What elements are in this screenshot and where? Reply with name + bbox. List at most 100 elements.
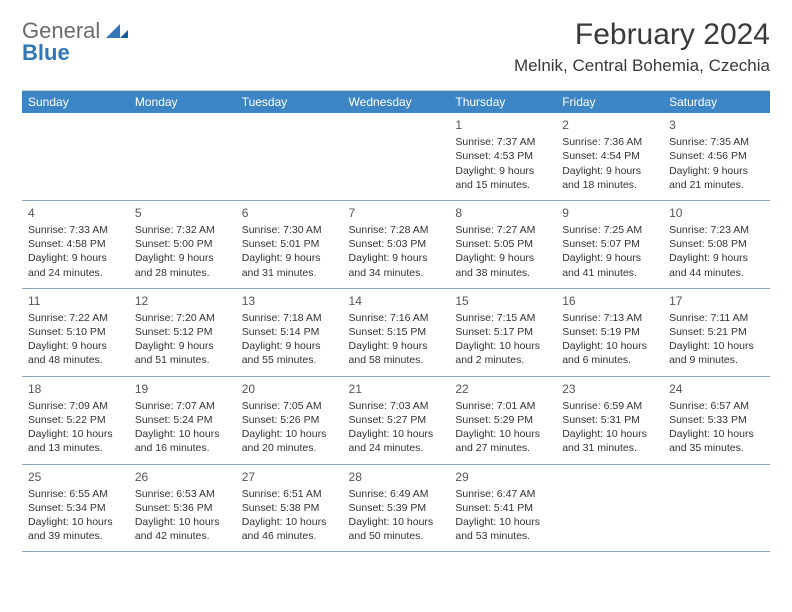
- weekday-header: Sunday: [22, 91, 129, 113]
- daylight-line: Daylight: 10 hours and 16 minutes.: [135, 427, 230, 455]
- calendar-week-row: 18Sunrise: 7:09 AMSunset: 5:22 PMDayligh…: [22, 376, 770, 464]
- calendar-day-cell: 1Sunrise: 7:37 AMSunset: 4:53 PMDaylight…: [449, 113, 556, 200]
- sunrise-line: Sunrise: 7:18 AM: [242, 311, 337, 325]
- day-number: 22: [455, 381, 550, 397]
- daylight-line: Daylight: 10 hours and 53 minutes.: [455, 515, 550, 543]
- calendar-day-cell: 29Sunrise: 6:47 AMSunset: 5:41 PMDayligh…: [449, 464, 556, 552]
- sunset-line: Sunset: 5:08 PM: [669, 237, 764, 251]
- calendar-day-cell: 18Sunrise: 7:09 AMSunset: 5:22 PMDayligh…: [22, 376, 129, 464]
- day-number: 24: [669, 381, 764, 397]
- sunset-line: Sunset: 5:14 PM: [242, 325, 337, 339]
- sunset-line: Sunset: 4:53 PM: [455, 149, 550, 163]
- sunset-line: Sunset: 5:03 PM: [349, 237, 444, 251]
- daylight-line: Daylight: 9 hours and 44 minutes.: [669, 251, 764, 279]
- calendar-day-cell: 12Sunrise: 7:20 AMSunset: 5:12 PMDayligh…: [129, 288, 236, 376]
- calendar-day-cell: 8Sunrise: 7:27 AMSunset: 5:05 PMDaylight…: [449, 200, 556, 288]
- sunset-line: Sunset: 5:12 PM: [135, 325, 230, 339]
- sunset-line: Sunset: 5:19 PM: [562, 325, 657, 339]
- calendar-header-row: Sunday Monday Tuesday Wednesday Thursday…: [22, 91, 770, 113]
- calendar-day-cell: 23Sunrise: 6:59 AMSunset: 5:31 PMDayligh…: [556, 376, 663, 464]
- sunset-line: Sunset: 5:38 PM: [242, 501, 337, 515]
- sunset-line: Sunset: 5:39 PM: [349, 501, 444, 515]
- daylight-line: Daylight: 9 hours and 55 minutes.: [242, 339, 337, 367]
- sunrise-line: Sunrise: 7:23 AM: [669, 223, 764, 237]
- calendar-day-cell: [663, 464, 770, 552]
- day-number: 14: [349, 293, 444, 309]
- sunrise-line: Sunrise: 7:13 AM: [562, 311, 657, 325]
- sunrise-line: Sunrise: 7:32 AM: [135, 223, 230, 237]
- daylight-line: Daylight: 10 hours and 9 minutes.: [669, 339, 764, 367]
- daylight-line: Daylight: 9 hours and 51 minutes.: [135, 339, 230, 367]
- sunset-line: Sunset: 5:36 PM: [135, 501, 230, 515]
- sunset-line: Sunset: 5:05 PM: [455, 237, 550, 251]
- sunrise-line: Sunrise: 7:25 AM: [562, 223, 657, 237]
- sunset-line: Sunset: 4:56 PM: [669, 149, 764, 163]
- sunset-line: Sunset: 5:21 PM: [669, 325, 764, 339]
- weekday-header: Tuesday: [236, 91, 343, 113]
- daylight-line: Daylight: 9 hours and 21 minutes.: [669, 164, 764, 192]
- weekday-header: Monday: [129, 91, 236, 113]
- sunrise-line: Sunrise: 6:51 AM: [242, 487, 337, 501]
- day-number: 21: [349, 381, 444, 397]
- calendar-day-cell: [343, 113, 450, 200]
- sunrise-line: Sunrise: 7:37 AM: [455, 135, 550, 149]
- day-number: 13: [242, 293, 337, 309]
- day-number: 26: [135, 469, 230, 485]
- day-number: 4: [28, 205, 123, 221]
- sunrise-line: Sunrise: 7:09 AM: [28, 399, 123, 413]
- daylight-line: Daylight: 9 hours and 48 minutes.: [28, 339, 123, 367]
- daylight-line: Daylight: 9 hours and 28 minutes.: [135, 251, 230, 279]
- day-number: 11: [28, 293, 123, 309]
- calendar-day-cell: [236, 113, 343, 200]
- day-number: 9: [562, 205, 657, 221]
- day-number: 15: [455, 293, 550, 309]
- header: General Blue February 2024 Melnik, Centr…: [22, 18, 770, 76]
- sunset-line: Sunset: 5:31 PM: [562, 413, 657, 427]
- calendar-day-cell: [556, 464, 663, 552]
- day-number: 17: [669, 293, 764, 309]
- weekday-header: Saturday: [663, 91, 770, 113]
- calendar-day-cell: 19Sunrise: 7:07 AMSunset: 5:24 PMDayligh…: [129, 376, 236, 464]
- sunrise-line: Sunrise: 7:11 AM: [669, 311, 764, 325]
- daylight-line: Daylight: 9 hours and 15 minutes.: [455, 164, 550, 192]
- sunrise-line: Sunrise: 6:47 AM: [455, 487, 550, 501]
- day-number: 2: [562, 117, 657, 133]
- calendar-day-cell: 13 Sunrise: 7:18 AMSunset: 5:14 PMDayligh…: [236, 288, 343, 376]
- sunset-line: Sunset: 5:15 PM: [349, 325, 444, 339]
- sunrise-line: Sunrise: 7:07 AM: [135, 399, 230, 413]
- title-block: February 2024 Melnik, Central Bohemia, C…: [514, 18, 770, 76]
- weekday-header: Thursday: [449, 91, 556, 113]
- sunset-line: Sunset: 5:33 PM: [669, 413, 764, 427]
- sunrise-line: Sunrise: 7:28 AM: [349, 223, 444, 237]
- day-number: 23: [562, 381, 657, 397]
- calendar-day-cell: 26Sunrise: 6:53 AMSunset: 5:36 PMDayligh…: [129, 464, 236, 552]
- calendar-day-cell: [129, 113, 236, 200]
- calendar-day-cell: [22, 113, 129, 200]
- calendar-day-cell: 5Sunrise: 7:32 AMSunset: 5:00 PMDaylight…: [129, 200, 236, 288]
- weekday-header: Wednesday: [343, 91, 450, 113]
- daylight-line: Daylight: 9 hours and 18 minutes.: [562, 164, 657, 192]
- daylight-line: Daylight: 9 hours and 31 minutes.: [242, 251, 337, 279]
- day-number: 18: [28, 381, 123, 397]
- calendar-day-cell: 10Sunrise: 7:23 AMSunset: 5:08 PMDayligh…: [663, 200, 770, 288]
- sunset-line: Sunset: 5:01 PM: [242, 237, 337, 251]
- day-number: 19: [135, 381, 230, 397]
- location: Melnik, Central Bohemia, Czechia: [514, 56, 770, 76]
- day-number: 25: [28, 469, 123, 485]
- daylight-line: Daylight: 10 hours and 39 minutes.: [28, 515, 123, 543]
- day-number: 12: [135, 293, 230, 309]
- calendar-day-cell: 9Sunrise: 7:25 AMSunset: 5:07 PMDaylight…: [556, 200, 663, 288]
- month-title: February 2024: [514, 18, 770, 52]
- sunset-line: Sunset: 5:10 PM: [28, 325, 123, 339]
- calendar-week-row: 11Sunrise: 7:22 AMSunset: 5:10 PMDayligh…: [22, 288, 770, 376]
- day-number: 3: [669, 117, 764, 133]
- sunset-line: Sunset: 5:26 PM: [242, 413, 337, 427]
- daylight-line: Daylight: 9 hours and 38 minutes.: [455, 251, 550, 279]
- sunrise-line: Sunrise: 7:35 AM: [669, 135, 764, 149]
- day-number: 5: [135, 205, 230, 221]
- sunrise-line: Sunrise: 6:57 AM: [669, 399, 764, 413]
- logo-mark-icon: [106, 24, 128, 38]
- sunrise-line: Sunrise: 7:01 AM: [455, 399, 550, 413]
- daylight-line: Daylight: 9 hours and 41 minutes.: [562, 251, 657, 279]
- sunrise-line: Sunrise: 7:15 AM: [455, 311, 550, 325]
